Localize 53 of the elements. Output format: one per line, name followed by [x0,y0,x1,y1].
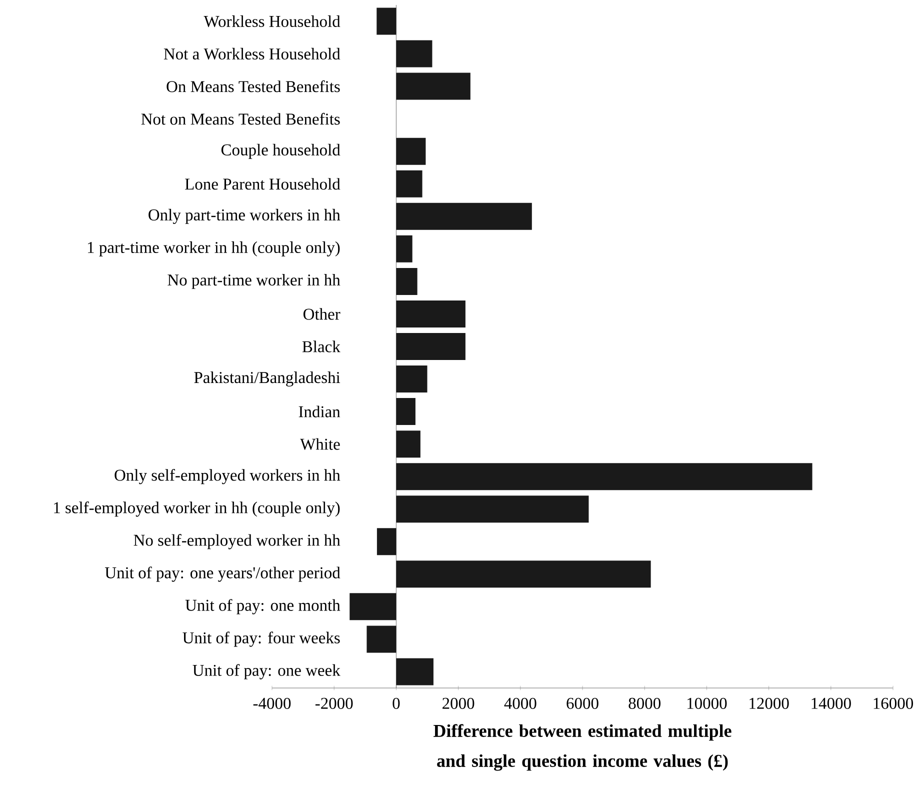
y-tick-label: Indian [298,406,340,418]
x-tick-label: 2000 [442,698,474,709]
y-tick-label: Not a Workless Household [164,48,340,60]
y-tick-label: Lone Parent Household [185,178,340,190]
x-tick-label: 0 [392,698,400,709]
y-tick-label: Unit of pay: one years'/other period [104,566,340,582]
bar [396,366,428,393]
x-tick-label: 16000 [874,698,914,709]
y-tick-label: Not on Means Tested Benefits [141,112,340,125]
bar [396,463,812,490]
bar [396,138,426,165]
x-tick-label: -4000 [253,698,291,709]
y-tick-label: Unit of pay: four weeks [182,632,340,647]
y-tick-label: Only self-employed workers in hh [114,468,340,484]
bar [396,560,651,588]
x-tick-label: 12000 [750,698,789,709]
y-tick-label: Other [303,308,340,320]
y-tick-label: Workless Household [204,15,340,28]
y-tick-label: Black [302,340,340,352]
x-axis-title: Difference between estimated multiple and single question income values (£) [434,724,732,771]
bar [396,202,532,230]
y-tick-label: No part-time worker in hh [168,274,340,289]
y-tick-label: Unit of pay: one week [192,664,340,680]
y-tick-label: No self-employed worker in hh [134,534,340,550]
bar [366,626,396,653]
bar [396,496,589,523]
bar [396,658,434,686]
y-tick-label: On Means Tested Benefits [166,80,340,92]
bar [396,72,470,100]
y-tick-label: Couple household [221,144,340,159]
y-tick-label: Only part-time workers in hh [148,208,340,224]
y-tick-label: White [300,438,340,450]
bar [396,40,432,68]
y-tick-label: 1 part-time worker in hh (couple only) [88,241,340,256]
x-tick-label: 14000 [812,698,851,709]
bar [396,398,416,426]
y-tick-label: 1 self-employed worker in hh (couple only) [54,502,340,517]
x-tick-label: 6000 [566,698,598,709]
x-tick-label: 8000 [628,698,660,709]
bar [396,332,466,360]
y-tick-label: Unit of pay: one month [185,599,340,614]
y-tick-label: Pakistani/Bangladeshi [194,372,340,387]
x-tick-label: 10000 [688,698,727,709]
bar [396,268,418,295]
bar [350,593,396,620]
bar [376,8,396,35]
bar [396,300,466,328]
x-tick-label: -2000 [315,698,353,709]
x-tick-label: 4000 [504,698,536,709]
bar [396,430,420,458]
bar [396,170,422,198]
bar [396,235,412,262]
bar [376,528,396,556]
